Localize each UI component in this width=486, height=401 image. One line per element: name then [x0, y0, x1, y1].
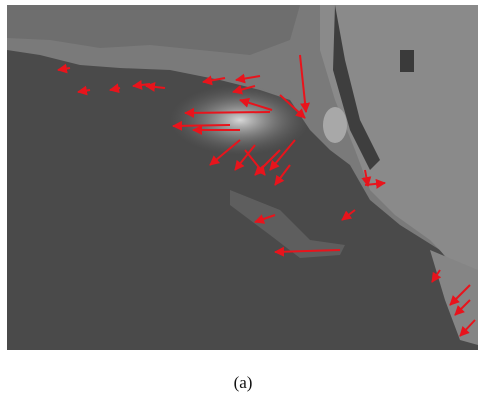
caption: (a) [234, 373, 253, 392]
satellite-image [7, 5, 478, 350]
shoal [170, 85, 310, 155]
page: {"caption": "(a)"} (a) (() => { const da… [0, 0, 486, 401]
pond [400, 50, 414, 72]
islet [323, 107, 347, 143]
arrow [173, 125, 230, 126]
figure: (a) [0, 0, 486, 401]
arrow [185, 112, 270, 113]
